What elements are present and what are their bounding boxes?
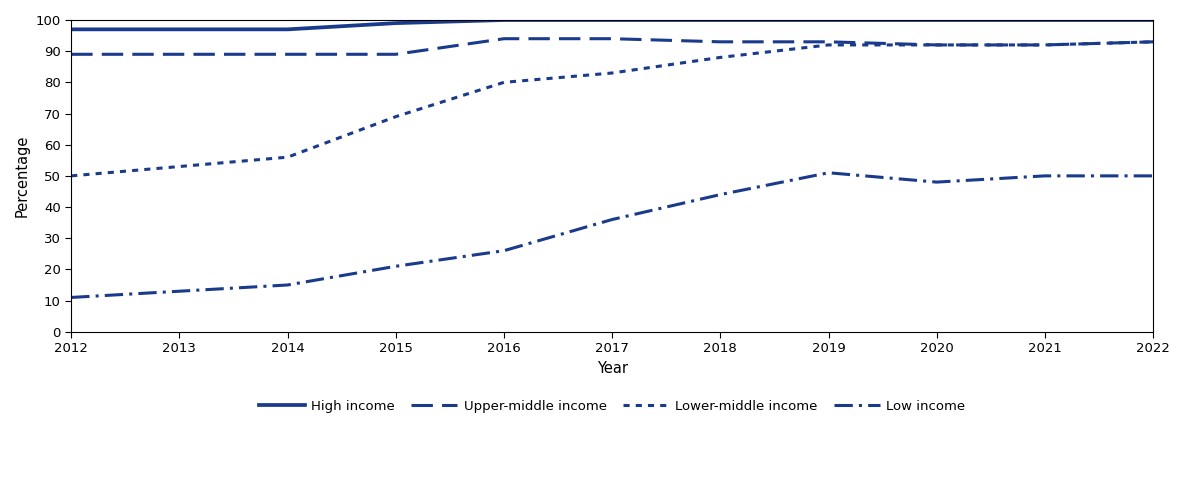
Lower-middle income — [497, 79, 511, 85]
Lower-middle income — [172, 163, 186, 169]
Lower-middle income — [281, 154, 295, 160]
Line: High income: High income — [71, 20, 1153, 29]
Upper-middle income — [389, 51, 403, 57]
Lower-middle income — [606, 70, 620, 76]
Lower-middle income — [389, 114, 403, 120]
High income — [821, 17, 835, 23]
Low income — [1146, 173, 1160, 179]
Line: Upper-middle income: Upper-middle income — [71, 39, 1153, 54]
High income — [497, 17, 511, 23]
High income — [713, 17, 728, 23]
Lower-middle income — [821, 42, 835, 48]
Upper-middle income — [64, 51, 78, 57]
High income — [606, 17, 620, 23]
Lower-middle income — [713, 54, 728, 60]
Low income — [172, 288, 186, 294]
Low income — [389, 263, 403, 269]
High income — [281, 26, 295, 32]
Upper-middle income — [1038, 42, 1052, 48]
Lower-middle income — [1146, 39, 1160, 45]
X-axis label: Year: Year — [596, 361, 628, 376]
Lower-middle income — [929, 42, 943, 48]
Low income — [821, 170, 835, 176]
Upper-middle income — [606, 36, 620, 42]
Upper-middle income — [497, 36, 511, 42]
Line: Low income: Low income — [71, 173, 1153, 297]
Upper-middle income — [1146, 39, 1160, 45]
High income — [1146, 17, 1160, 23]
High income — [64, 26, 78, 32]
Low income — [497, 248, 511, 253]
Upper-middle income — [172, 51, 186, 57]
Line: Lower-middle income: Lower-middle income — [71, 42, 1153, 176]
Low income — [929, 179, 943, 185]
Low income — [713, 192, 728, 198]
Upper-middle income — [713, 39, 728, 45]
High income — [172, 26, 186, 32]
Low income — [281, 282, 295, 288]
Lower-middle income — [1038, 42, 1052, 48]
Upper-middle income — [281, 51, 295, 57]
Lower-middle income — [64, 173, 78, 179]
Y-axis label: Percentage: Percentage — [15, 135, 30, 217]
Low income — [1038, 173, 1052, 179]
Legend: High income, Upper-middle income, Lower-middle income, Low income: High income, Upper-middle income, Lower-… — [254, 395, 971, 418]
Low income — [606, 216, 620, 222]
Low income — [64, 295, 78, 300]
High income — [1038, 17, 1052, 23]
High income — [929, 17, 943, 23]
High income — [389, 20, 403, 26]
Upper-middle income — [929, 42, 943, 48]
Upper-middle income — [821, 39, 835, 45]
